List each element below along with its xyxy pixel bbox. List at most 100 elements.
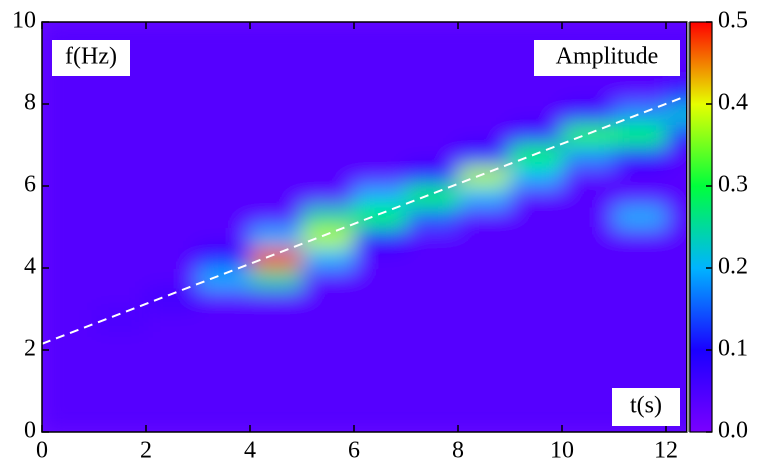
heatmap-cell [250, 350, 303, 371]
colorbar-tick-label: 0.4 [718, 90, 748, 116]
heatmap-cell [250, 83, 303, 105]
heatmap-cell [666, 206, 687, 228]
heatmap-cell [458, 247, 511, 269]
y-tick-label: 10 [12, 8, 36, 34]
heatmap-cell [42, 165, 95, 187]
heatmap-cell [250, 370, 303, 392]
heatmap-cell [406, 247, 459, 269]
heatmap-cell [562, 411, 615, 432]
heatmap-cell [562, 288, 615, 310]
x-tick-label: 6 [348, 438, 360, 464]
heatmap-cell [250, 104, 303, 125]
heatmap-cell [94, 268, 147, 289]
heatmap-cell [94, 22, 147, 43]
heatmap-cell [614, 145, 667, 166]
heatmap-cell [510, 227, 563, 248]
heatmap-cell [302, 247, 355, 269]
heatmap-cell [146, 350, 199, 371]
heatmap-cell [94, 104, 147, 125]
heatmap-cell [146, 186, 199, 207]
heatmap-cell [406, 22, 459, 43]
heatmap-cell [510, 186, 563, 207]
heatmap-cell [146, 268, 199, 289]
colorbar [690, 22, 712, 432]
trend-line [41, 96, 682, 345]
heatmap-cell [354, 63, 407, 84]
heatmap-cell [42, 370, 95, 392]
heatmap-cell [302, 411, 355, 432]
heatmap-cell [302, 329, 355, 351]
heatmap-cell [250, 165, 303, 187]
heatmap-cell [198, 370, 251, 392]
x-tick-label: 10 [550, 438, 574, 464]
heatmap-cell [562, 22, 615, 43]
heatmap-cell [666, 83, 687, 105]
heatmap-cell [94, 247, 147, 269]
heatmap-cell [458, 329, 511, 351]
heatmap-cell [562, 104, 615, 125]
heatmap-cell [406, 227, 459, 248]
heatmap-cell [302, 165, 355, 187]
heatmap-cell [94, 329, 147, 351]
heatmap-cell [666, 288, 687, 310]
heatmap-cell [406, 206, 459, 228]
heatmap-cell [406, 145, 459, 166]
heatmap-cell [94, 145, 147, 166]
heatmap-cell [198, 42, 251, 64]
heatmap-cell [458, 309, 511, 330]
heatmap-cell [510, 206, 563, 228]
heatmap-cell [562, 124, 615, 146]
heatmap-cell [406, 370, 459, 392]
heatmap-cell [42, 268, 95, 289]
heatmap-cell [614, 124, 667, 146]
y-tick-label: 4 [24, 254, 36, 280]
colorbar-label: Amplitude [556, 44, 659, 70]
heatmap-cell [146, 391, 199, 412]
heatmap-cell [458, 227, 511, 248]
heatmap-cell [94, 165, 147, 187]
heatmap [42, 22, 687, 432]
heatmap-cell [458, 411, 511, 432]
heatmap-cell [146, 124, 199, 146]
heatmap-cell [302, 370, 355, 392]
heatmap-cell [458, 104, 511, 125]
heatmap-cell [510, 288, 563, 310]
heatmap-cell [146, 145, 199, 166]
heatmap-cell [198, 268, 251, 289]
heatmap-cell [562, 329, 615, 351]
heatmap-cell [146, 309, 199, 330]
heatmap-cell [354, 42, 407, 64]
heatmap-cell [42, 145, 95, 166]
heatmap-cell [302, 42, 355, 64]
heatmap-cell [614, 22, 667, 43]
heatmap-cell [666, 22, 687, 43]
heatmap-cell [510, 391, 563, 412]
heatmap-cell [458, 370, 511, 392]
heatmap-cell [250, 391, 303, 412]
heatmap-cell [250, 22, 303, 43]
heatmap-cell [198, 329, 251, 351]
heatmap-cell [42, 124, 95, 146]
heatmap-cell [198, 83, 251, 105]
heatmap-cell [198, 22, 251, 43]
heatmap-cell [458, 350, 511, 371]
heatmap-cell [198, 411, 251, 432]
heatmap-cell [198, 227, 251, 248]
heatmap-cell [94, 411, 147, 432]
colorbar-tick-label: 0.0 [718, 418, 748, 444]
heatmap-cell [406, 391, 459, 412]
ylabel-box [52, 40, 130, 76]
heatmap-cell [666, 145, 687, 166]
heatmap-cell [302, 309, 355, 330]
heatmap-cell [198, 247, 251, 269]
heatmap-cell [510, 329, 563, 351]
heatmap-cell [302, 83, 355, 105]
heatmap-cell [250, 268, 303, 289]
heatmap-cell [614, 186, 667, 207]
heatmap-cell [666, 268, 687, 289]
heatmap-cell [302, 350, 355, 371]
heatmap-cell [146, 370, 199, 392]
colorbar-tick-label: 0.1 [718, 336, 748, 362]
heatmap-cell [458, 145, 511, 166]
heatmap-cell [42, 247, 95, 269]
